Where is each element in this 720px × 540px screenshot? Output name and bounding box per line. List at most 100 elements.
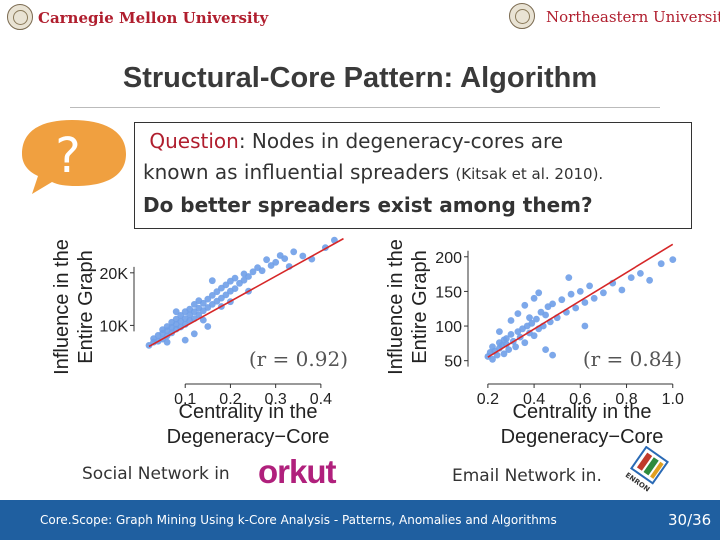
northeastern-logo-text: Northeastern University xyxy=(546,8,720,26)
plot-orkut-point xyxy=(190,301,198,308)
scatter-plot-enron-svg: Influence in the Centrality in the Degen… xyxy=(385,239,684,448)
plot-enron-point xyxy=(657,260,665,268)
plot-enron-point xyxy=(507,331,515,338)
header: Carnegie Mellon University Northeastern … xyxy=(0,0,720,40)
plot-enron-xlabel-line1: Centrality in the xyxy=(513,401,652,423)
plot-enron-point xyxy=(500,336,508,344)
plot-orkut-xlabel-line1: Centrality in the xyxy=(179,401,318,423)
plot-enron-point xyxy=(646,276,653,284)
plot-enron-point xyxy=(576,288,584,295)
cmu-seal-icon xyxy=(7,4,33,30)
plot-enron-point xyxy=(530,332,538,340)
plot-orkut-point xyxy=(199,299,207,307)
plot-enron-xtick-label: 0.4 xyxy=(523,391,545,408)
plot-enron-point xyxy=(572,304,580,312)
plot-orkut-xlabel-line2: Degeneracy−Core xyxy=(167,426,330,448)
plot-orkut-fit-line xyxy=(148,237,344,348)
plot-orkut-point xyxy=(222,281,230,289)
plot-enron-point xyxy=(586,282,593,290)
plot-enron-point xyxy=(669,256,677,263)
plot-orkut-point xyxy=(240,276,248,284)
plot-enron-point xyxy=(507,317,515,324)
plot-orkut-ytick-label: 10K xyxy=(100,318,129,335)
caption-email-network: Email Network in. xyxy=(452,466,602,486)
plot-enron-fit-line xyxy=(487,243,674,358)
plot-orkut-point xyxy=(195,311,203,319)
scatter-plot-orkut-svg: Influence in the Centrality in the Degen… xyxy=(51,236,348,448)
plot-orkut-point xyxy=(281,255,289,262)
scatter-plot-orkut: Influence in the Centrality in the Degen… xyxy=(48,228,360,450)
plot-orkut-point xyxy=(231,274,239,282)
plot-orkut-point xyxy=(263,256,270,264)
caption-social-network: Social Network in xyxy=(82,464,230,484)
question-mark-text: ? xyxy=(55,128,80,184)
plot-orkut-point xyxy=(245,273,252,280)
plot-orkut-ytick-label: 20K xyxy=(100,266,129,283)
plot-enron-point xyxy=(530,294,538,302)
plot-orkut-xtick-label: 0.3 xyxy=(265,391,287,408)
plot-orkut-point xyxy=(249,268,257,276)
plot-enron-point xyxy=(496,328,503,335)
question-line-2: known as influential spreaders (Kitsak e… xyxy=(143,157,683,190)
plot-orkut-point xyxy=(181,336,189,344)
plot-enron-ylabel-line2: Entire Graph xyxy=(409,250,431,363)
question-line-1: Question: Nodes in degeneracy-cores are xyxy=(143,126,683,157)
question-bubble-icon: ? xyxy=(14,118,134,198)
plot-enron-point xyxy=(542,346,549,353)
plot-orkut-annotation: (r = 0.92) xyxy=(249,347,348,371)
plot-orkut-point xyxy=(208,292,216,299)
title-divider xyxy=(70,107,660,108)
plot-orkut-ylabel-line2: Entire Graph xyxy=(75,250,97,363)
plot-enron-point xyxy=(528,319,536,327)
plot-enron-ytick-label: 200 xyxy=(435,250,462,267)
plot-enron-xtick-label: 0.2 xyxy=(477,391,499,408)
plot-enron-point xyxy=(618,286,626,294)
plot-enron-xtick-label: 0.6 xyxy=(569,391,591,408)
plot-orkut-point xyxy=(231,285,239,292)
plot-enron-point xyxy=(500,350,508,358)
citation: (Kitsak et al. 2010). xyxy=(455,165,604,183)
orkut-logo: orkut xyxy=(258,453,336,490)
plot-orkut-ylabel-line1: Influence in the xyxy=(51,239,73,375)
plot-orkut-point xyxy=(258,267,266,275)
plot-enron-xtick-label: 1.0 xyxy=(662,391,684,408)
plot-orkut-point xyxy=(290,248,298,256)
plot-orkut-point xyxy=(199,316,207,324)
footer-text: Core.Scope: Graph Mining Using k-Core An… xyxy=(40,513,557,527)
plot-orkut-xtick-label: 0.2 xyxy=(219,391,241,408)
plot-enron-point xyxy=(549,351,556,359)
plot-enron-point xyxy=(489,355,496,363)
plot-orkut-point xyxy=(299,252,307,260)
plot-enron-point xyxy=(521,301,529,309)
plot-enron-point xyxy=(512,343,519,351)
question-line-1-rest: : Nodes in degeneracy-cores are xyxy=(238,129,564,153)
plot-enron-point xyxy=(505,346,513,353)
plot-enron-point xyxy=(535,289,543,297)
question-line-3: Do better spreaders exist among them? xyxy=(143,193,593,217)
plot-orkut-point xyxy=(204,295,212,303)
plot-enron-point xyxy=(526,314,533,322)
question-box: Question: Nodes in degeneracy-cores are … xyxy=(134,122,692,229)
plot-orkut-point xyxy=(190,330,198,338)
enron-logo-icon: ENRON xyxy=(624,445,672,494)
plot-orkut-xtick-label: 0.4 xyxy=(310,391,332,408)
plot-enron-point xyxy=(533,315,540,323)
plot-enron-point xyxy=(627,274,635,281)
plot-enron-point xyxy=(600,289,607,297)
plot-enron-ytick-label: 100 xyxy=(435,319,462,336)
plot-enron-point xyxy=(521,339,529,347)
plot-enron-point xyxy=(542,311,549,319)
footer-bar: Core.Scope: Graph Mining Using k-Core An… xyxy=(0,500,720,540)
northeastern-seal-icon xyxy=(509,3,535,29)
plot-enron-point xyxy=(514,310,522,317)
scatter-plot-enron: Influence in the Centrality in the Degen… xyxy=(382,228,694,450)
plot-enron-point xyxy=(549,300,556,308)
plot-orkut-xtick-label: 0.1 xyxy=(174,391,196,408)
page-number: 30/36 xyxy=(668,511,712,529)
plot-enron-ytick-label: 50 xyxy=(444,354,462,371)
plot-orkut-point xyxy=(172,308,180,316)
plot-enron-ylabel-line1: Influence in the xyxy=(385,239,407,375)
plot-enron-ytick-label: 150 xyxy=(435,284,462,301)
plot-orkut-point xyxy=(163,338,171,346)
plot-orkut-point xyxy=(204,323,212,330)
